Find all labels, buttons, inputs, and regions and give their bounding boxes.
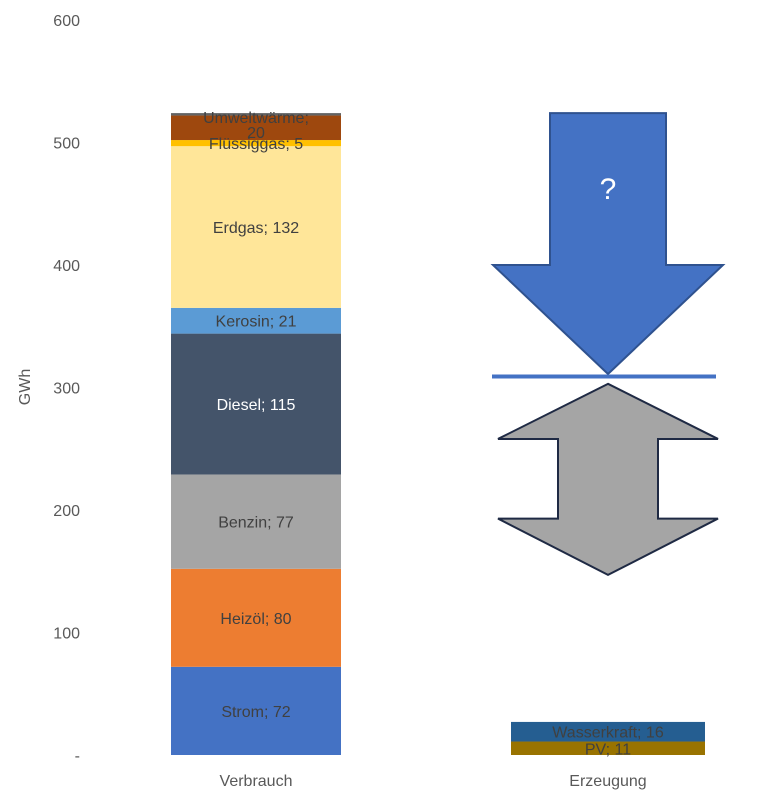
y-axis-label: GWh — [17, 369, 34, 405]
bar-segment-strom — [171, 666, 341, 755]
y-tick-label: 600 — [53, 13, 80, 30]
bar-segment-top — [171, 113, 341, 116]
bar-segment-flüssiggas — [171, 140, 341, 147]
data-label: Strom; 72 — [221, 704, 290, 721]
data-label: Umweltwärme; 20 — [203, 110, 309, 142]
data-label: Flüssiggas; 5 — [209, 136, 303, 153]
data-label: Benzin; 77 — [218, 515, 294, 532]
y-axis-ticks: - 100 200 300 400 500 600 — [53, 13, 80, 765]
data-label: Erdgas; 132 — [213, 220, 299, 237]
y-tick-label: - — [75, 748, 80, 765]
question-mark-label: ? — [600, 173, 617, 206]
bar-segment-pv — [511, 741, 705, 755]
bar-segment-umweltwärme — [171, 115, 341, 141]
data-label: Heizöl; 80 — [220, 611, 291, 628]
bar-segment-heizöl — [171, 568, 341, 667]
data-label: Kerosin; 21 — [216, 314, 297, 331]
annotations-group: ? — [490, 112, 726, 577]
bars-group: Strom; 72 Heizöl; 80 Benzin; 77 Diesel; 115… — [171, 110, 705, 758]
x-category-label: Verbrauch — [220, 773, 293, 790]
y-tick-label: 500 — [53, 136, 80, 153]
down-arrow-shape — [490, 112, 726, 376]
bar-segment-wasserkraft — [511, 721, 705, 742]
data-label: Diesel; 115 — [217, 397, 296, 414]
bar-segment-benzin — [171, 474, 341, 569]
data-label: PV; 11 — [585, 741, 631, 758]
y-tick-label: 100 — [53, 626, 80, 643]
y-tick-label: 200 — [53, 503, 80, 520]
y-tick-label: 400 — [53, 258, 80, 275]
data-label: Wasserkraft; 16 — [552, 725, 664, 742]
double-arrow-shape — [497, 382, 719, 577]
bar-segment-erdgas — [171, 146, 341, 308]
bar-segment-kerosin — [171, 307, 341, 334]
bar-segment-diesel — [171, 333, 341, 475]
x-axis-categories: Verbrauch Erzeugung — [220, 773, 647, 790]
y-tick-label: 300 — [53, 381, 80, 398]
x-category-label: Erzeugung — [569, 773, 646, 790]
